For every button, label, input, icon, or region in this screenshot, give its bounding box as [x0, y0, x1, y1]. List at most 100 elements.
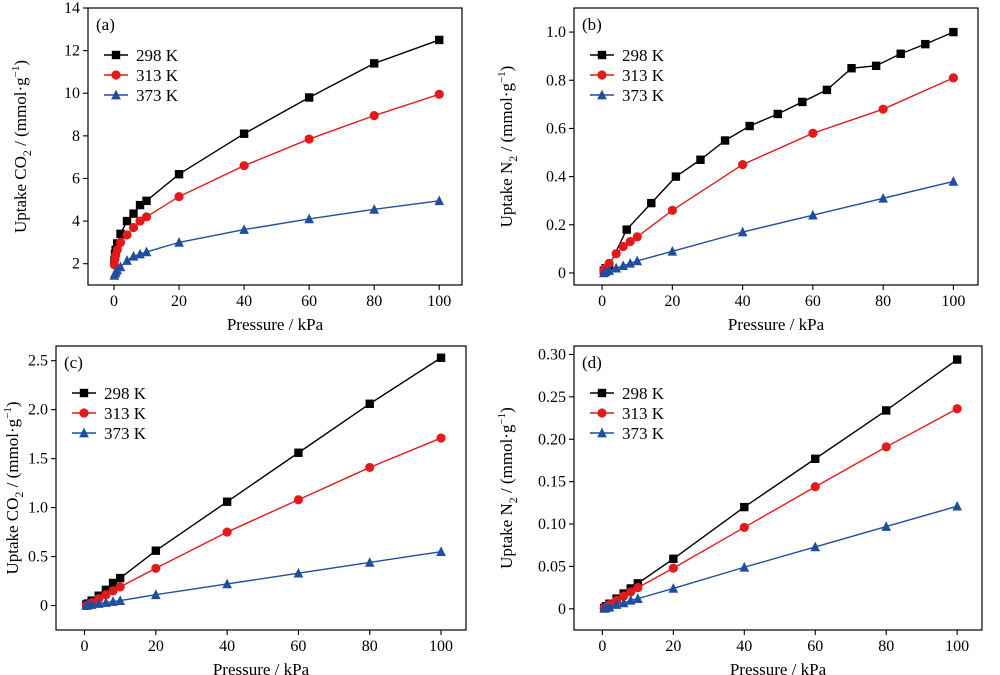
x-tick-label: 80: [878, 638, 894, 655]
legend-label: 298 K: [136, 46, 179, 65]
x-axis-label: Pressure / kPa: [227, 315, 324, 334]
legend-label: 373 K: [622, 86, 665, 105]
y-axis-label-part: ): [497, 407, 516, 413]
y-axis-label-part: ): [3, 401, 22, 407]
y-axis-label: Uptake N2 / (mmol·g−1): [496, 66, 520, 228]
square-marker: [142, 196, 151, 206]
circle-marker: [667, 205, 677, 215]
y-axis-label-part: 2: [506, 156, 520, 162]
y-tick-label: 1.0: [28, 500, 48, 517]
y-tick-label: 0.30: [538, 346, 566, 363]
legend-item: 313 K: [590, 66, 665, 85]
circle-marker: [112, 245, 122, 255]
circle-marker: [436, 433, 446, 443]
x-tick-label: 20: [664, 293, 680, 310]
legend-item: 298 K: [72, 384, 147, 403]
square-marker: [597, 388, 607, 398]
series-line: [603, 77, 954, 271]
triangle-marker: [881, 521, 892, 531]
series-line: [86, 550, 442, 607]
square-marker: [696, 155, 705, 164]
x-tick-label: 80: [362, 638, 378, 655]
square-marker: [115, 573, 125, 583]
x-tick-label: 0: [81, 638, 89, 655]
y-tick-label: 0.05: [538, 558, 566, 575]
x-axis-label: Pressure / kPa: [213, 660, 310, 675]
y-tick-label: 0.2: [546, 217, 566, 234]
legend-label: 298 K: [622, 46, 665, 65]
circle-marker: [304, 134, 314, 144]
x-tick-label: 100: [429, 638, 453, 655]
circle-marker: [618, 241, 628, 252]
chart-panel-1: 0 20 40 60 80 100 2 4 6 8 10 12 14 Pressure / kPa Upta…: [10, 0, 463, 334]
triangle-marker: [436, 546, 446, 556]
triangle-marker: [150, 589, 161, 600]
square-marker: [952, 355, 962, 364]
square-marker: [79, 388, 89, 398]
y-axis-label-part: ): [497, 66, 516, 72]
triangle-marker: [810, 541, 821, 552]
triangle-marker: [808, 209, 818, 220]
triangle-marker: [668, 583, 679, 593]
y-tick-label: 0.10: [538, 516, 566, 533]
square-marker: [882, 406, 891, 415]
y-tick-label: 0.25: [538, 389, 566, 406]
square-marker: [949, 27, 958, 37]
square-marker: [740, 502, 749, 512]
triangle-marker: [604, 601, 615, 612]
x-tick-label: 100: [941, 293, 965, 310]
triangle-marker: [304, 213, 314, 224]
chart-panel-3: 0 20 40 60 80 100 0 0.5 1.0 1.5 2.0 2.5 Pressure / k…: [2, 345, 467, 675]
y-tick-label: 2.0: [28, 402, 48, 419]
legend-label: 373 K: [622, 424, 665, 443]
triangle-marker: [952, 500, 962, 511]
legend-item: 373 K: [590, 424, 665, 443]
y-axis-label-part: ): [11, 60, 30, 66]
square-marker: [671, 172, 681, 181]
circle-marker: [881, 442, 891, 452]
chart-panel-4: 0 20 40 60 80 100 0 0.05 0.10 0.15 0.20 0.25 0.30 Pre…: [496, 345, 983, 675]
legend-label: 298 K: [104, 384, 147, 403]
y-axis-label-part: / (mmol·g: [497, 424, 516, 497]
series-line: [603, 505, 958, 610]
square-marker: [239, 129, 249, 138]
circle-marker: [952, 404, 962, 414]
square-marker: [847, 64, 856, 73]
y-axis-label-part: / (mmol·g: [11, 77, 30, 150]
x-tick-label: 60: [807, 638, 823, 655]
legend-item: 313 K: [72, 404, 147, 423]
y-axis-label-part: Uptake CO: [11, 156, 30, 233]
square-marker: [111, 50, 121, 60]
square-marker: [129, 209, 138, 218]
x-axis-label: Pressure / kPa: [730, 660, 827, 675]
legend-item: 313 K: [104, 66, 179, 85]
y-axis-label-part: / (mmol·g: [497, 83, 516, 156]
plot-frame: [87, 7, 463, 286]
plot-frame: [55, 345, 467, 631]
square-marker: [720, 136, 730, 145]
panel-label: (d): [582, 353, 602, 372]
circle-marker: [151, 563, 161, 573]
circle-marker: [174, 191, 184, 202]
circle-marker: [668, 563, 678, 573]
chart-panel-2: 0 20 40 60 80 100 0 0.2 0.4 0.6 0.8 1.0 Pressure / k…: [496, 7, 979, 334]
triangle-marker: [141, 246, 152, 257]
circle-marker: [738, 159, 748, 170]
series-line: [85, 437, 442, 607]
circle-marker: [597, 70, 607, 80]
square-marker: [101, 585, 111, 595]
square-marker: [745, 121, 754, 131]
y-tick-label: 0: [40, 598, 48, 615]
y-axis-label-part: 2: [506, 497, 520, 503]
circle-marker: [369, 111, 379, 121]
x-tick-label: 40: [219, 638, 235, 655]
triangle-marker: [369, 204, 380, 214]
y-axis-label-part: −1: [496, 71, 508, 83]
x-tick-label: 60: [290, 638, 306, 655]
y-tick-label: 2.5: [28, 353, 48, 370]
y-axis-label: Uptake CO2 / (mmol·g−1): [10, 60, 34, 233]
legend-label: 313 K: [104, 404, 147, 423]
x-tick-label: 60: [805, 293, 821, 310]
x-tick-label: 40: [735, 293, 751, 310]
circle-marker: [810, 482, 820, 492]
